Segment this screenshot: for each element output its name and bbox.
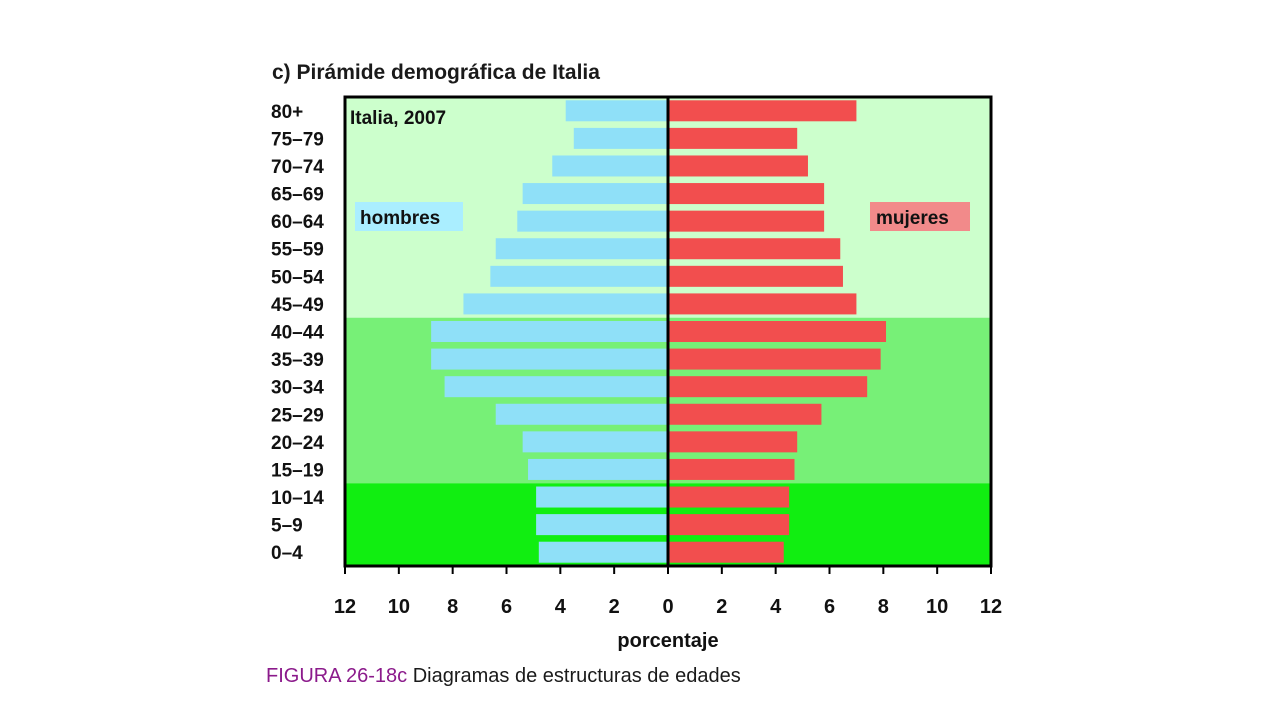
bar-mujeres-10-14 [668, 486, 790, 508]
legend-hombres-box [355, 202, 463, 231]
bar-hombres-60-64 [517, 210, 668, 232]
age-label-0-4: 0–4 [271, 543, 303, 564]
legend: hombres mujeres [355, 202, 970, 231]
bar-hombres-5-9 [536, 514, 668, 536]
age-label-25-29: 25–29 [271, 405, 324, 426]
bar-hombres-35-39 [431, 348, 668, 370]
bar-hombres-15-19 [528, 458, 668, 480]
bar-hombres-30-34 [444, 376, 668, 398]
bar-mujeres-40-44 [668, 321, 887, 342]
bar-hombres-45-49 [463, 293, 668, 315]
age-labels: 80+ 75–79 70–74 65–69 60–64 55–59 50–54 45–49 40… [271, 102, 324, 564]
bar-mujeres-50-54 [668, 265, 843, 287]
bar-mujeres-80 [668, 100, 857, 122]
legend-mujeres-label: mujeres [876, 208, 949, 229]
bar-mujeres-55-59 [668, 238, 841, 260]
bar-mujeres-70-74 [668, 155, 808, 177]
x-tick-label: 12 [334, 596, 356, 618]
bar-hombres-70-74 [552, 155, 668, 177]
age-label-5-9: 5–9 [271, 516, 303, 537]
bar-mujeres-0-4 [668, 541, 784, 563]
bar-mujeres-35-39 [668, 348, 881, 370]
age-label-75-79: 75–79 [271, 129, 324, 150]
age-label-55-59: 55–59 [271, 240, 324, 261]
x-tick-label: 10 [388, 596, 410, 618]
age-label-80: 80+ [271, 102, 303, 123]
x-tick-label: 8 [447, 596, 458, 618]
bar-hombres-80 [565, 100, 668, 122]
bars [431, 100, 887, 563]
age-label-60-64: 60–64 [271, 212, 324, 233]
age-label-15-19: 15–19 [271, 460, 324, 481]
caption-figure-number: FIGURA 26-18c [266, 665, 408, 687]
age-label-10-14: 10–14 [271, 488, 324, 509]
bar-hombres-0-4 [538, 541, 668, 563]
x-tick-label: 2 [716, 596, 727, 618]
age-label-35-39: 35–39 [271, 350, 324, 371]
bar-mujeres-15-19 [668, 458, 795, 480]
legend-hombres-label: hombres [360, 208, 440, 229]
x-tick-label: 6 [501, 596, 512, 618]
x-tick-label: 10 [926, 596, 948, 618]
x-axis: 12 10 8 6 4 2 0 2 4 6 8 10 12 [334, 564, 1002, 618]
bar-hombres-25-29 [495, 403, 668, 425]
bar-mujeres-45-49 [668, 293, 857, 315]
caption-text: Diagramas de estructuras de edades [407, 665, 741, 687]
figure-caption: FIGURA 26-18c Diagramas de estructuras d… [266, 665, 741, 688]
age-label-40-44: 40–44 [271, 323, 324, 344]
bar-hombres-10-14 [536, 486, 668, 508]
age-label-45-49: 45–49 [271, 295, 324, 316]
chart-annotation: Italia, 2007 [350, 108, 446, 129]
x-axis-title: porcentaje [617, 630, 718, 652]
legend-mujeres-box [870, 202, 970, 231]
age-label-20-24: 20–24 [271, 433, 324, 454]
chart-title: c) Pirámide demográfica de Italia [272, 61, 600, 84]
bar-mujeres-65-69 [668, 183, 825, 205]
x-tick-label: 0 [662, 596, 673, 618]
bar-mujeres-25-29 [668, 403, 822, 425]
bar-hombres-50-54 [490, 265, 668, 287]
x-tick-label: 2 [609, 596, 620, 618]
bar-hombres-75-79 [573, 127, 668, 149]
age-label-30-34: 30–34 [271, 378, 324, 399]
bar-mujeres-20-24 [668, 431, 798, 453]
bar-hombres-40-44 [431, 321, 668, 342]
bar-hombres-65-69 [522, 183, 668, 205]
bar-hombres-55-59 [495, 238, 668, 260]
x-tick-label: 6 [824, 596, 835, 618]
x-tick-label: 12 [980, 596, 1002, 618]
age-label-70-74: 70–74 [271, 157, 324, 178]
age-label-50-54: 50–54 [271, 267, 324, 288]
x-tick-label: 8 [878, 596, 889, 618]
age-label-65-69: 65–69 [271, 185, 324, 206]
bar-mujeres-75-79 [668, 127, 798, 149]
x-tick-label: 4 [770, 596, 782, 618]
bar-hombres-20-24 [522, 431, 668, 453]
bar-mujeres-30-34 [668, 376, 868, 398]
bar-mujeres-60-64 [668, 210, 825, 232]
bar-mujeres-5-9 [668, 514, 790, 536]
x-tick-label: 4 [555, 596, 567, 618]
